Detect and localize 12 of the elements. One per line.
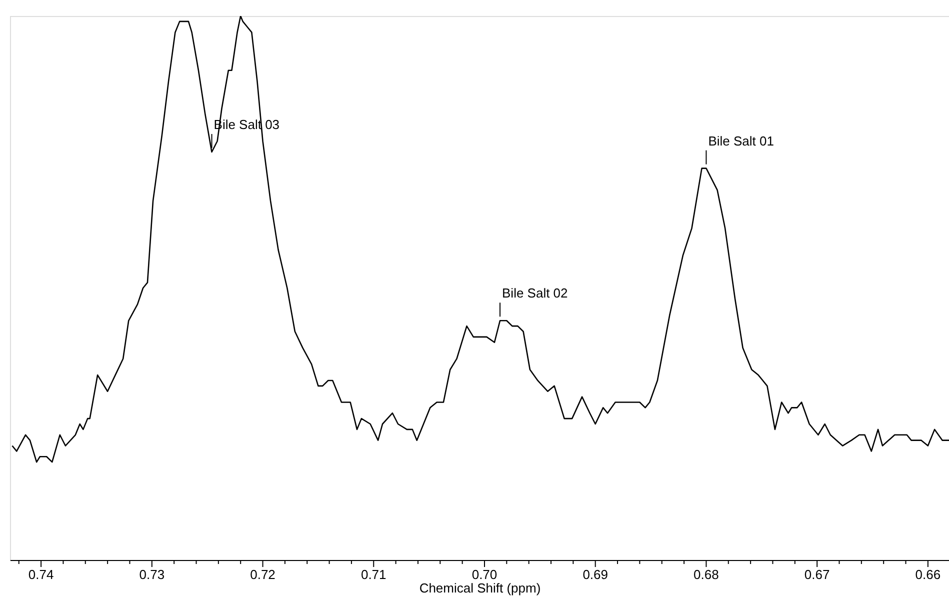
x-tick-label: 0.66	[915, 567, 941, 582]
x-tick-label: 0.74	[28, 567, 54, 582]
annotation: Bile Salt 01	[708, 133, 774, 148]
x-tick-label: 0.68	[694, 567, 719, 582]
x-tick-label: 0.67	[804, 567, 830, 582]
x-tick-label: 0.73	[139, 567, 165, 582]
x-tick-label: 0.71	[360, 567, 386, 582]
x-axis-title: Chemical Shift (ppm)	[419, 580, 541, 596]
x-tick-label: 0.69	[582, 567, 608, 582]
annotation: Bile Salt 02	[502, 286, 568, 301]
x-tick-label: 0.70	[472, 567, 498, 582]
x-tick-label: 0.72	[250, 567, 276, 582]
